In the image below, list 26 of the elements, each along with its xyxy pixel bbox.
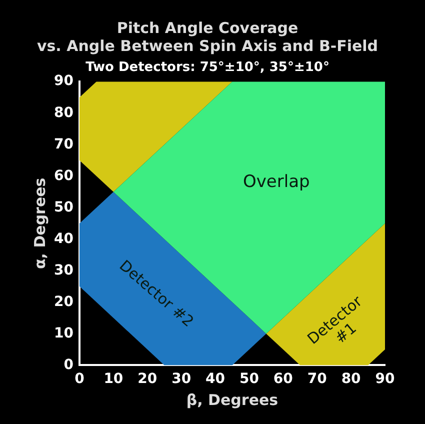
y-axis-title: α, Degrees xyxy=(30,178,49,270)
x-tick-label: 30 xyxy=(172,371,192,388)
y-tick-label: 10 xyxy=(54,325,74,342)
text: Pitch Angle Coverage xyxy=(116,18,298,37)
y-tick-label: 0 xyxy=(64,356,74,373)
x-tick-label: 90 xyxy=(375,371,395,388)
y-tick-label: 80 xyxy=(54,104,74,121)
x-tick-label: 0 xyxy=(74,371,85,388)
y-tick-label: 70 xyxy=(54,136,74,152)
x-tick-label: 40 xyxy=(206,371,226,388)
chart-subtitle: Two Detectors: 75°±10°, 35°±10° xyxy=(86,60,330,76)
y-tick-label: 50 xyxy=(54,199,74,216)
x-tick-label: 60 xyxy=(273,371,294,388)
text: vs. Angle Between Spin Axis and B-Field xyxy=(36,36,378,55)
x-tick-label: 70 xyxy=(307,371,328,388)
x-tick-label: 80 xyxy=(341,371,362,388)
y-tick-label: 40 xyxy=(54,230,74,247)
y-tick-label: 90 xyxy=(54,73,74,90)
y-tick-label: 30 xyxy=(54,262,74,278)
x-tick-label: 50 xyxy=(239,371,260,388)
x-axis-title: β, Degrees xyxy=(186,390,278,409)
y-tick-label: 60 xyxy=(54,168,74,184)
x-tick-label: 10 xyxy=(104,371,124,388)
x-tick-label: 20 xyxy=(138,371,158,388)
series-label: Overlap xyxy=(242,172,310,192)
y-tick-label: 20 xyxy=(54,294,74,310)
